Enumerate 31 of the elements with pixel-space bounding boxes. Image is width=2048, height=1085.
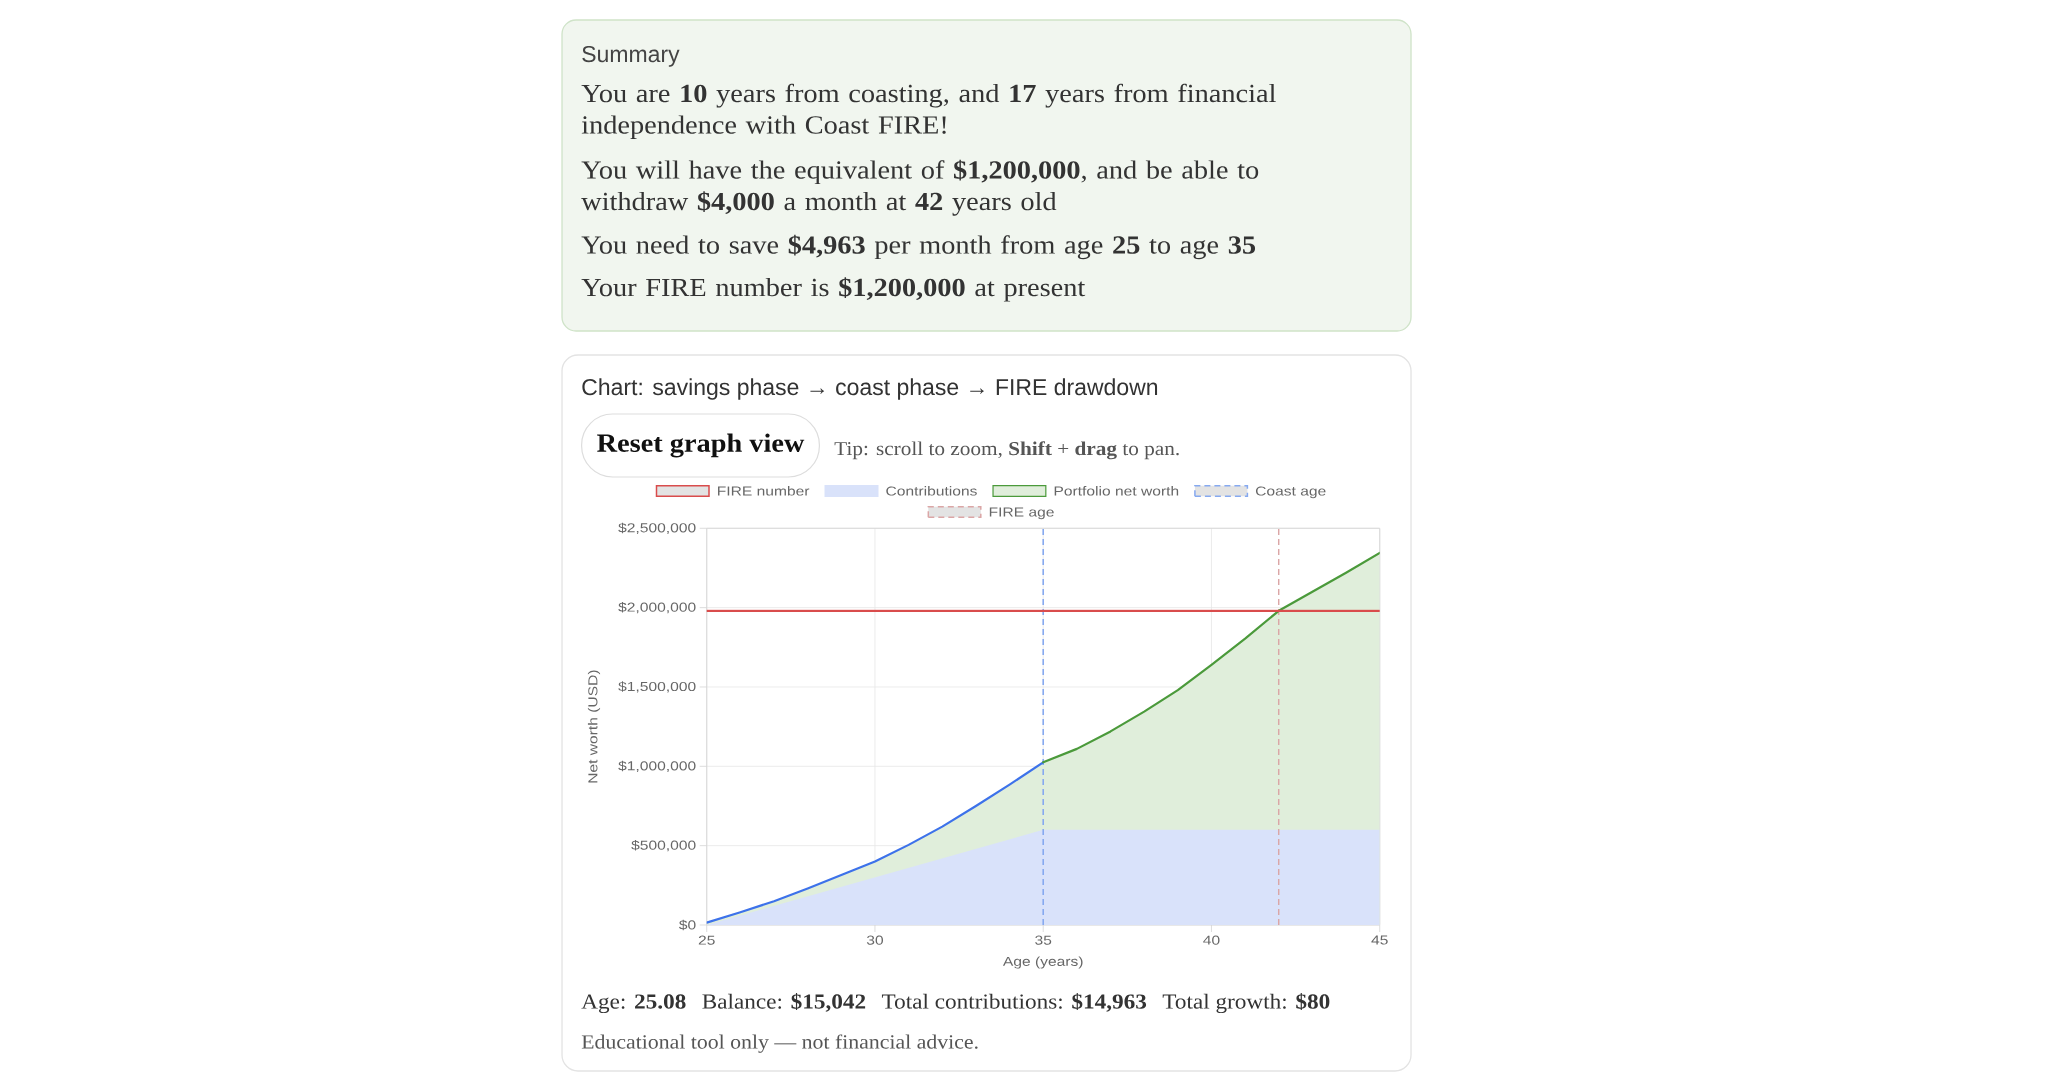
x-axis-title: Age (years) (1002, 956, 1083, 969)
text: Your FIRE number is $1,200,000 at present (581, 277, 1086, 302)
text: Reset graph view (597, 433, 805, 458)
text: Total growth: $80 (1162, 993, 1330, 1014)
y-axis-title: Net worth (USD) (587, 670, 601, 783)
y-tick-label: $2,000,000 (618, 601, 696, 614)
x-tick-label: 35 (1035, 935, 1052, 945)
legend-label: FIRE number (718, 486, 810, 496)
text: Summary (582, 45, 680, 67)
legend-label: FIRE age (989, 507, 1054, 520)
legend-label: Portfolio net worth (1054, 486, 1179, 496)
x-tick-label: 40 (1203, 935, 1220, 945)
x-tick-label: 45 (1371, 935, 1388, 945)
text: You will have the equivalent of $1,200,000, and be able to withdraw $4,000 a month at 42 years old (581, 159, 1259, 216)
y-tick-label: $2,500,000 (618, 522, 696, 534)
text: Age: 25.08 (581, 994, 686, 1014)
y-tick-label: $0 (679, 919, 696, 931)
text: Balance: $15,042 (702, 993, 866, 1012)
y-tick-label: $500,000 (631, 840, 696, 852)
text: Educational tool only — not financial advice. (581, 1034, 978, 1053)
chart-title: Chart: savings phase → coast phase → FIRE drawdown (582, 378, 1158, 400)
x-tick-label: 25 (698, 935, 715, 945)
legend-label: Contributions (886, 486, 977, 496)
legend-label: Coast age (1255, 486, 1326, 499)
text: You need to save $4,963 per month from age 25 to age 35 (581, 234, 1256, 260)
y-tick-label: $1,500,000 (618, 681, 696, 693)
text: Tip: scroll to zoom, Shift + drag to pan. (834, 441, 1179, 460)
text: You are 10 years from coasting, and 17 years from financial independence with Coast FIRE! (581, 83, 1276, 140)
text: Total contributions: $14,963 (881, 993, 1147, 1012)
x-tick-label: 30 (866, 935, 884, 945)
y-tick-label: $1,000,000 (618, 760, 696, 772)
